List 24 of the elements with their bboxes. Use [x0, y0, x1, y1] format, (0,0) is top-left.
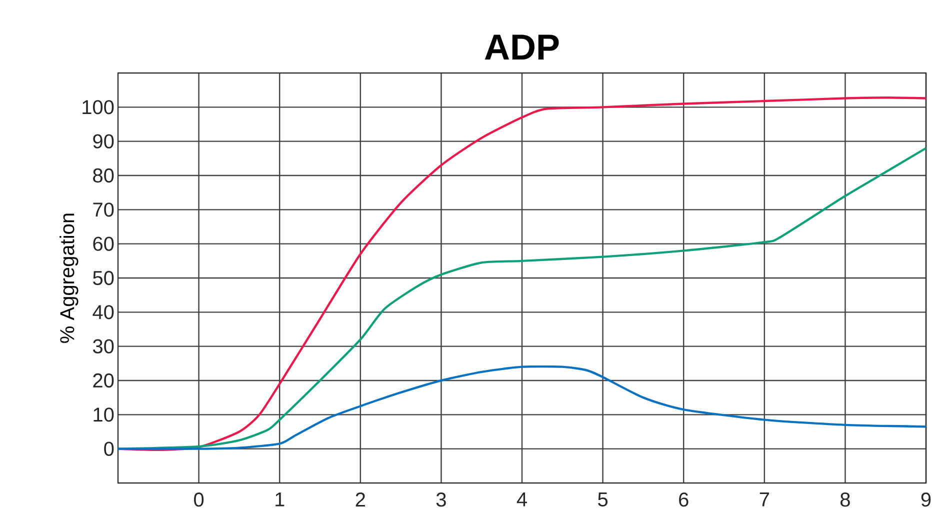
y-tick-label: 60 [93, 236, 114, 251]
x-tick-label: 5 [598, 492, 608, 506]
x-tick-label: 8 [840, 492, 850, 507]
y-tick-label: 70 [93, 202, 114, 217]
x-tick-label: 6 [679, 492, 688, 507]
y-tick-label: 0 [104, 442, 114, 456]
x-tick-label: 4 [516, 492, 527, 506]
chart-title: ADP [484, 34, 559, 60]
x-tick-label: 2 [356, 492, 365, 506]
x-tick-label: 9 [921, 492, 931, 507]
x-tick-label: 1 [276, 492, 284, 506]
y-tick-label: 30 [92, 339, 114, 354]
x-tick-label: 3 [436, 492, 446, 507]
y-tick-label: 20 [93, 373, 114, 388]
y-tick-label: 10 [94, 408, 114, 422]
y-tick-label: 100 [82, 100, 114, 114]
x-tick-label: 0 [194, 492, 204, 507]
y-tick-label: 90 [93, 134, 114, 148]
line-series [118, 365, 926, 450]
y-tick-label: 50 [93, 270, 114, 286]
y-tick-label: 40 [92, 305, 114, 320]
x-tick-label: 7 [760, 492, 769, 506]
y-axis-title: % Aggregation [60, 214, 78, 343]
y-tick-label: 80 [93, 168, 114, 183]
